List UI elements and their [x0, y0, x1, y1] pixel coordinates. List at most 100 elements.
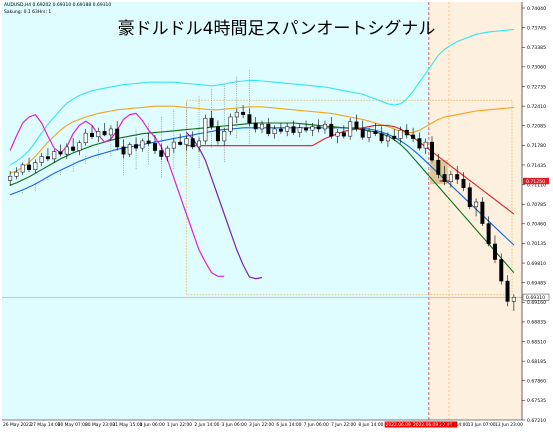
x-tick-label: 7 Jun 06:00 — [304, 422, 329, 428]
candle — [108, 128, 113, 136]
candle — [8, 176, 13, 181]
candle — [134, 144, 139, 149]
y-tick-label: 0.72085 — [527, 124, 546, 130]
candle — [511, 296, 516, 302]
x-tick-label: 26 May 2022 — [3, 422, 32, 428]
x-tick-label: 8 Jun 14:00 — [358, 422, 383, 428]
candle — [90, 132, 94, 137]
y-tick-label: 0.70785 — [527, 202, 546, 208]
x-tick-label: 6 Jun 14:00 — [276, 422, 301, 428]
candle — [367, 131, 372, 138]
candle — [455, 174, 460, 180]
candle — [398, 129, 403, 139]
candle — [348, 121, 353, 137]
candle — [146, 140, 151, 144]
candle — [203, 117, 208, 142]
candle — [310, 126, 315, 131]
candle — [71, 146, 76, 151]
x-tick-label: 1 Jun 22:00 — [167, 422, 192, 428]
symbol-info: AUDUSD,H4 0.69202 0.69310 0.69188 0.6931… — [4, 3, 112, 8]
candle — [448, 174, 453, 182]
y-tick-label: 0.68185 — [527, 359, 546, 365]
candle — [152, 143, 157, 151]
candle — [171, 141, 176, 149]
candle — [278, 128, 283, 132]
candle — [209, 117, 214, 127]
candle — [159, 150, 164, 157]
candle — [115, 128, 120, 148]
candle — [467, 187, 472, 208]
candle — [404, 129, 409, 136]
x-tick-highlight — [412, 421, 458, 428]
candle — [27, 164, 32, 170]
candle — [492, 243, 497, 260]
y-tick-label: 0.68510 — [527, 339, 546, 345]
candle — [102, 131, 107, 136]
candle — [297, 127, 302, 133]
y-tick-label: 0.72410 — [527, 104, 546, 110]
y-tick-label: 0.69485 — [527, 280, 546, 286]
candle — [121, 146, 126, 155]
red-price-label: 0.71250 — [526, 179, 545, 185]
current-price-tag — [522, 293, 550, 301]
y-tick-label: 0.67535 — [527, 398, 546, 404]
candle — [33, 162, 38, 170]
candle — [64, 146, 69, 155]
bg-past-region — [2, 2, 429, 420]
candle — [436, 159, 441, 175]
candle — [260, 123, 264, 130]
y-tick-label: 0.70460 — [527, 222, 546, 228]
candle — [335, 132, 340, 137]
y-tick-label: 0.67210 — [527, 418, 546, 424]
candle — [234, 111, 239, 118]
candle — [241, 111, 246, 115]
y-tick-label: 0.73745 — [527, 25, 546, 31]
x-tick-label: 3 Jun 22:00 — [249, 422, 274, 428]
x-tick-label: 27 May 14:00 — [30, 422, 60, 428]
candle — [253, 122, 258, 130]
candle — [83, 132, 88, 143]
bg-signal-region — [428, 2, 522, 420]
candle — [360, 128, 365, 138]
candle — [285, 126, 290, 132]
candle — [480, 201, 485, 224]
x-tick-label: 2 Jun 14:00 — [194, 422, 219, 428]
candle — [247, 114, 252, 124]
y-tick-label: 0.71435 — [527, 163, 546, 169]
y-tick-label: 0.71110 — [527, 182, 546, 188]
chart-title: 豪ドルドル4時間足スパンオートシグナル — [117, 19, 436, 39]
y-tick-label: 0.71780 — [527, 143, 546, 149]
x-tick-label: 3 Jun 06:00 — [222, 422, 247, 428]
candle — [20, 164, 25, 173]
candle — [379, 133, 384, 142]
candle — [190, 138, 195, 148]
candle — [178, 141, 183, 145]
current-price-label: 0.69310 — [526, 295, 545, 301]
candle — [322, 123, 327, 130]
span-box — [186, 99, 513, 296]
candle — [417, 138, 422, 149]
candle — [266, 123, 271, 134]
candle — [486, 223, 491, 245]
x-tick-label: 2022.06.09 22:00 — [413, 422, 452, 428]
indicator-line-2 — [9, 105, 514, 174]
x-tick-label: 2022.06.09 — [386, 422, 411, 428]
candle — [354, 121, 359, 130]
candle — [77, 142, 82, 151]
candle — [197, 140, 202, 148]
y-tick-label: 0.68835 — [527, 320, 546, 326]
candle — [474, 201, 479, 208]
candle — [228, 116, 233, 132]
candle — [316, 126, 321, 130]
y-tick-label: 0.69160 — [527, 300, 546, 306]
candle — [222, 131, 227, 142]
candle — [165, 147, 170, 157]
candle — [423, 141, 428, 149]
y-tick-label: 0.72735 — [527, 84, 546, 90]
candle — [505, 280, 510, 302]
candle — [45, 156, 50, 160]
x-tick-highlight — [384, 421, 414, 428]
candle — [140, 140, 145, 149]
candle — [411, 134, 416, 139]
x-tick-label: 30 May 23:00 — [85, 422, 115, 428]
